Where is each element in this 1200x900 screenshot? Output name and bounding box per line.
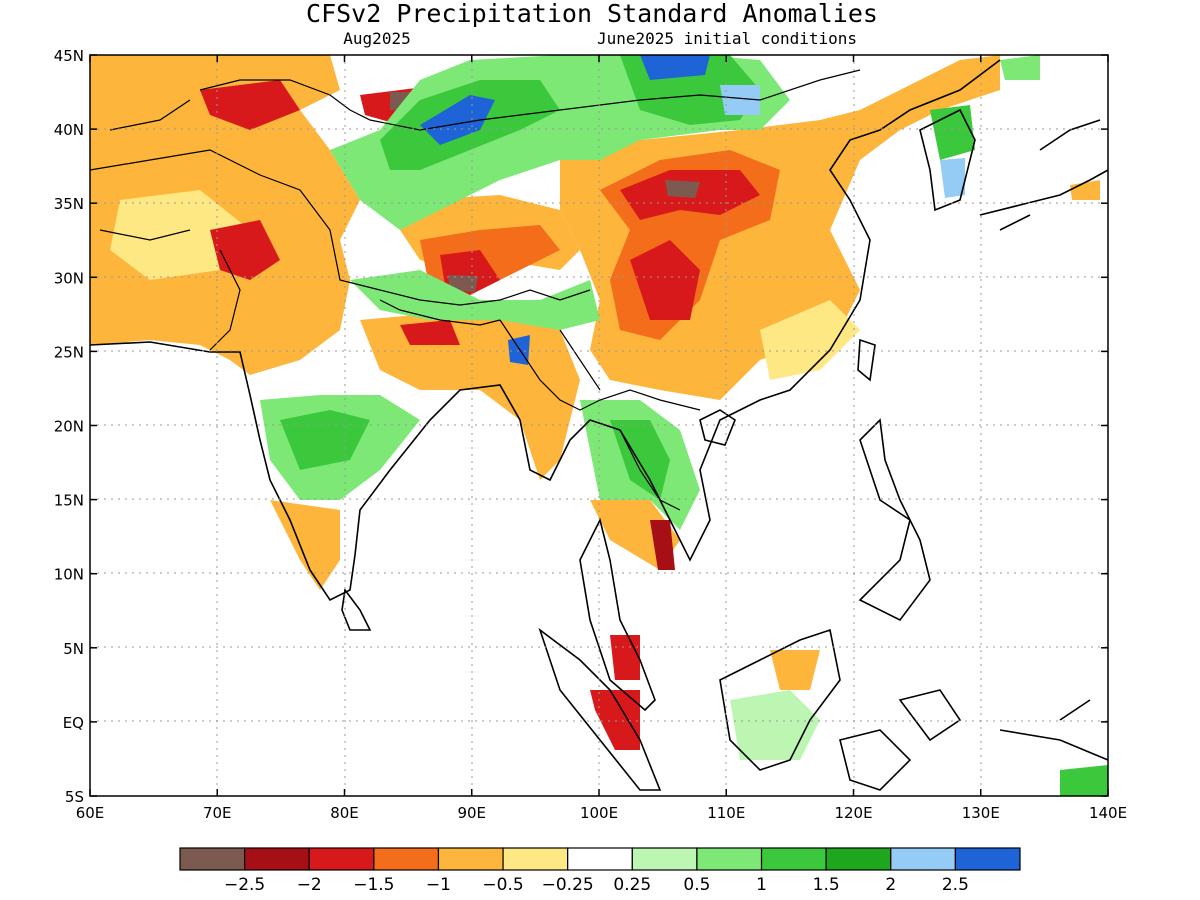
longitude-tick-label: 60E <box>76 804 105 822</box>
anomaly-region-very-dry <box>610 635 640 680</box>
colorbar-swatch <box>825 847 892 871</box>
anomaly-fill <box>90 55 1108 796</box>
anomaly-region-very-wet <box>420 95 495 145</box>
colorbar-label: 2.5 <box>942 875 969 895</box>
map-title: CFSv2 Precipitation Standard Anomalies <box>306 0 878 28</box>
colorbar-swatch <box>567 847 633 871</box>
colorbar-swatch <box>244 847 310 871</box>
longitude-labels: 60E 70E 80E 90E 100E 110E 120E 130E 140E <box>76 804 1127 822</box>
latitude-tick-label: 40N <box>54 121 84 139</box>
longitude-tick-label: 140E <box>1089 804 1127 822</box>
anomaly-region-wet <box>280 410 370 470</box>
colorbar-label: −0.25 <box>542 875 594 895</box>
longitude-tick-label: 120E <box>834 804 872 822</box>
anomaly-region-extreme-dry <box>665 180 700 198</box>
latitude-tick-label: 5S <box>65 788 84 806</box>
colorbar-label: 0.25 <box>613 875 651 895</box>
colorbar-labels: −2.5 −2 −1.5 −1 −0.5 −0.25 0.25 0.5 1 1.5 2 2.5 <box>224 875 969 895</box>
anomaly-region-dry <box>1070 180 1100 200</box>
map-subtitle-left: Aug2025 <box>343 29 410 48</box>
anomaly-region-dry <box>770 650 820 690</box>
map-plot-area <box>89 54 1109 797</box>
longitude-tick-label: 90E <box>457 804 486 822</box>
latitude-tick-label: 35N <box>54 195 84 213</box>
longitude-tick-label: 110E <box>707 804 745 822</box>
gridlines <box>90 55 1108 796</box>
colorbar-label: −1 <box>426 875 451 895</box>
anomaly-region-very-dry <box>650 520 675 570</box>
colorbar-label: −2 <box>297 875 322 895</box>
colorbar-swatch <box>437 847 504 871</box>
colorbar-swatch <box>179 847 246 871</box>
colorbar-label: −2.5 <box>224 875 265 895</box>
anomaly-region-slight-dry <box>760 300 860 380</box>
latitude-tick-label: 15N <box>54 492 84 510</box>
colorbar-swatch <box>760 847 827 871</box>
colorbar-swatch <box>631 847 698 871</box>
colorbar <box>179 847 1021 871</box>
axis-ticks <box>89 54 1109 797</box>
latitude-tick-label: 20N <box>54 418 84 436</box>
latitude-tick-label: 25N <box>54 343 84 361</box>
anomaly-region-dry <box>270 500 340 590</box>
colorbar-label: 1 <box>756 875 767 895</box>
coastlines <box>89 59 1109 791</box>
anomaly-region-wet <box>1060 765 1108 796</box>
anomaly-region-wet <box>350 270 600 330</box>
latitude-tick-label: 30N <box>54 269 84 287</box>
latitude-tick-label: 10N <box>54 566 84 584</box>
anomaly-region-very-wet <box>640 55 710 80</box>
anomaly-region-very-wet <box>940 158 965 198</box>
anomaly-region-wet <box>1000 55 1040 80</box>
colorbar-swatch <box>890 847 956 871</box>
latitude-labels: 45N 40N 35N 30N 25N 20N 15N 10N 5N EQ 5S <box>54 47 84 806</box>
colorbar-label: 1.5 <box>813 875 840 895</box>
anomaly-region-slight-dry <box>110 190 250 280</box>
colorbar-label: 0.5 <box>683 875 710 895</box>
latitude-tick-label: 45N <box>54 47 84 65</box>
colorbar-swatch <box>954 847 1021 871</box>
anomaly-region-wet <box>730 690 820 760</box>
map-subtitle-right: June2025 initial conditions <box>597 29 857 48</box>
colorbar-swatch <box>696 847 763 871</box>
colorbar-swatch <box>502 847 569 871</box>
colorbar-label: −0.5 <box>482 875 523 895</box>
longitude-tick-label: 100E <box>580 804 618 822</box>
country-borders <box>89 69 861 511</box>
anomaly-region-very-dry <box>200 80 300 130</box>
colorbar-label: −1.5 <box>353 875 394 895</box>
colorbar-label: 2 <box>885 875 896 895</box>
anomaly-region-very-dry <box>590 690 640 750</box>
colorbar-swatch <box>308 847 375 871</box>
latitude-tick-label: 5N <box>63 640 84 658</box>
colorbar-swatch <box>373 847 440 871</box>
longitude-tick-label: 70E <box>203 804 232 822</box>
longitude-tick-label: 80E <box>330 804 359 822</box>
anomaly-region-very-dry <box>400 320 460 345</box>
latitude-tick-label: EQ <box>63 714 84 732</box>
anomaly-region-very-wet <box>720 85 760 115</box>
anomaly-region-very-dry <box>630 240 700 320</box>
longitude-tick-label: 130E <box>962 804 1000 822</box>
